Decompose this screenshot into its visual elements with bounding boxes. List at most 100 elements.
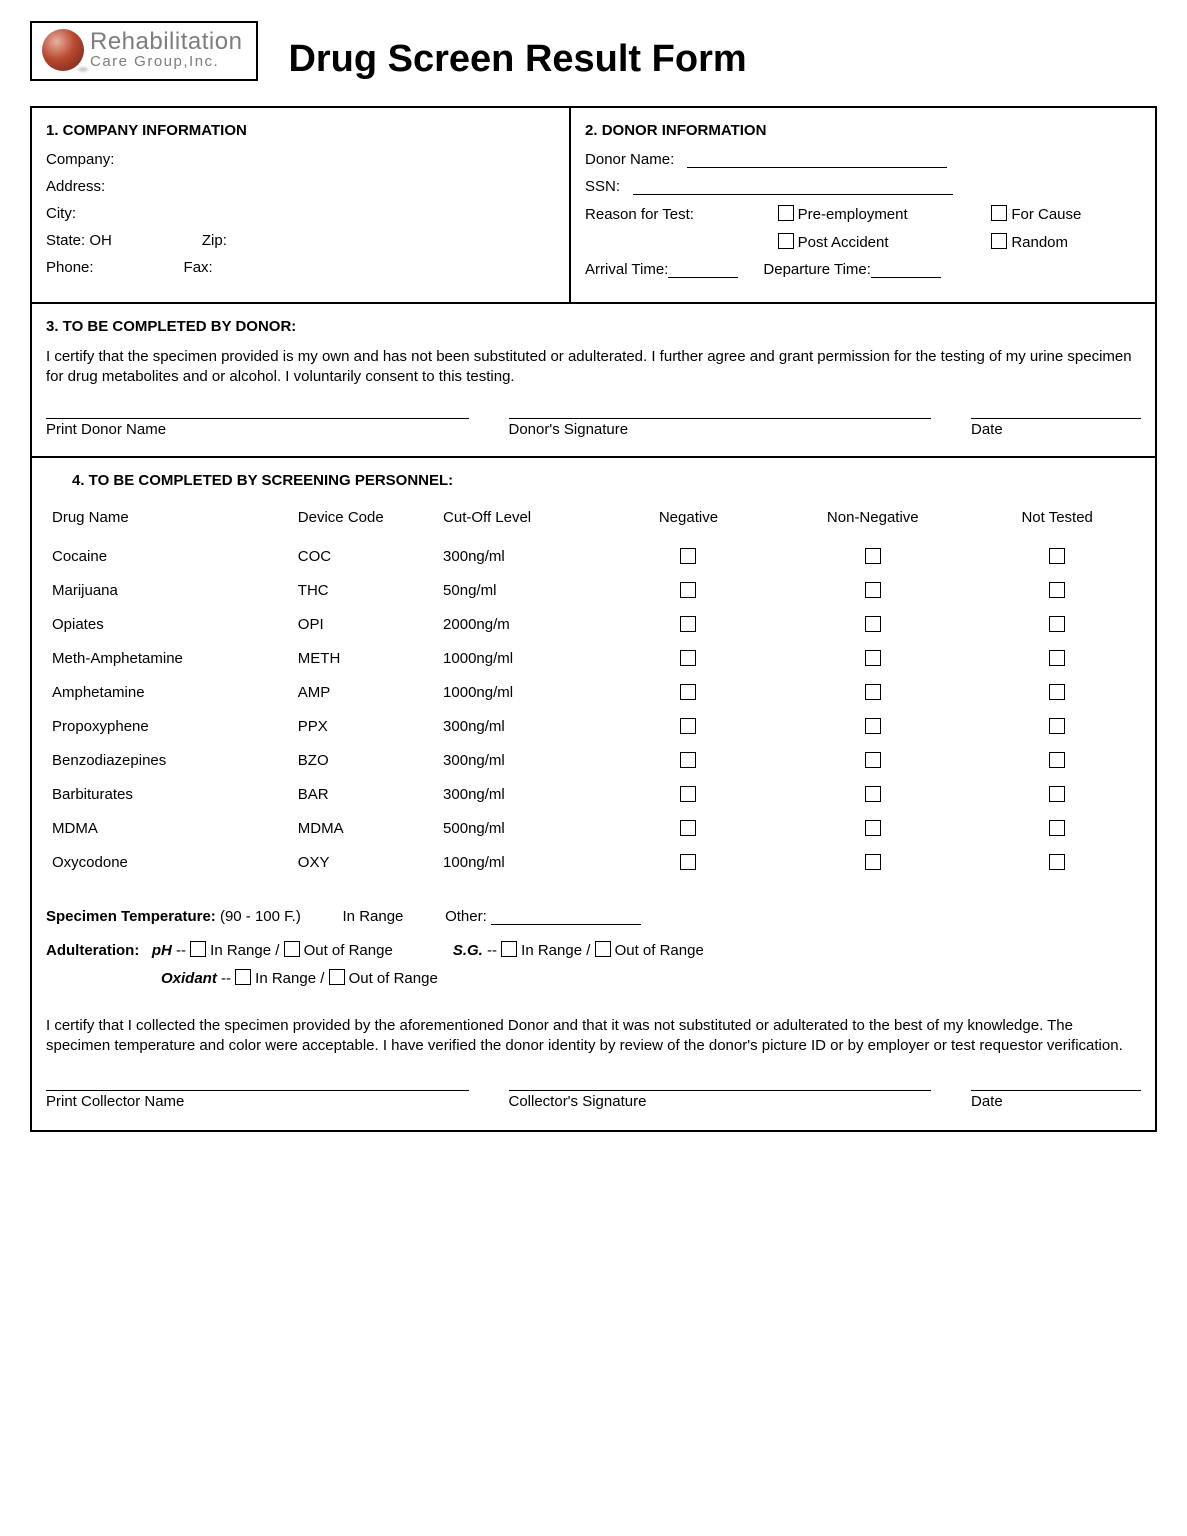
specimen-other-input[interactable] [491,908,641,925]
checkbox-not-tested[interactable] [1049,650,1065,666]
section-donor-completion: 3. TO BE COMPLETED BY DONOR: I certify t… [32,302,1155,456]
section-company: 1. COMPANY INFORMATION Company: Address:… [32,108,571,302]
checkbox-not-tested[interactable] [1049,752,1065,768]
checkbox-non-negative[interactable] [865,650,881,666]
sg-in-range-text: In Range [521,942,582,959]
company-field: Company: [46,151,555,168]
sec1-heading: 1. COMPANY INFORMATION [46,122,555,139]
checkbox-non-negative[interactable] [865,752,881,768]
collector-date[interactable]: Date [971,1090,1141,1110]
print-donor-name[interactable]: Print Donor Name [46,418,469,438]
departure-input[interactable] [871,262,941,279]
donor-date[interactable]: Date [971,418,1141,438]
checkbox-non-negative[interactable] [865,718,881,734]
checkbox-negative[interactable] [680,820,696,836]
checkbox-non-negative[interactable] [865,548,881,564]
checkbox-not-tested[interactable] [1049,718,1065,734]
drug-table: Drug Name Device Code Cut-Off Level Nega… [46,501,1141,880]
checkbox-not-tested[interactable] [1049,616,1065,632]
checkbox-not-tested[interactable] [1049,820,1065,836]
form-outer: 1. COMPANY INFORMATION Company: Address:… [30,106,1157,1132]
oxidant-in-range-text: In Range [255,970,316,987]
phone-field: Phone: [46,259,94,276]
donor-certify-text: I certify that the specimen provided is … [46,347,1141,388]
print-collector-name[interactable]: Print Collector Name [46,1090,469,1110]
checkbox-not-tested[interactable] [1049,582,1065,598]
checkbox-negative[interactable] [680,548,696,564]
specimen-other-label: Other: [445,908,487,925]
checkbox-non-negative[interactable] [865,820,881,836]
checkbox-non-negative[interactable] [865,582,881,598]
checkbox-not-tested[interactable] [1049,854,1065,870]
fax-field: Fax: [184,259,213,276]
device-code: OPI [292,608,437,642]
drug-name: Oxycodone [46,846,292,880]
checkbox-negative[interactable] [680,854,696,870]
cutoff-level: 50ng/ml [437,574,605,608]
sec4-heading: 4. TO BE COMPLETED BY SCREENING PERSONNE… [46,472,1141,489]
checkbox-negative[interactable] [680,718,696,734]
specimen-temp-line: Specimen Temperature: (90 - 100 F.) In R… [46,908,1141,925]
col-drug-name: Drug Name [46,501,292,540]
cutoff-level: 300ng/ml [437,778,605,812]
checkbox-random[interactable] [991,233,1007,249]
device-code: AMP [292,676,437,710]
checkbox-not-tested[interactable] [1049,786,1065,802]
opt-pre: Pre-employment [798,206,908,223]
checkbox-oxidant-out-range[interactable] [329,969,345,985]
donor-name-input[interactable] [687,152,947,169]
checkbox-non-negative[interactable] [865,854,881,870]
checkbox-non-negative[interactable] [865,616,881,632]
donor-signature[interactable]: Donor's Signature [509,418,932,438]
cutoff-level: 1000ng/ml [437,642,605,676]
logo-icon [42,29,84,71]
checkbox-non-negative[interactable] [865,786,881,802]
device-code: THC [292,574,437,608]
drug-row: AmphetamineAMP1000ng/ml [46,676,1141,710]
logo-text: Rehabilitation Care Group,Inc. [90,30,242,69]
collector-signature[interactable]: Collector's Signature [509,1090,932,1110]
drug-name: MDMA [46,812,292,846]
oxidant-out-range-text: Out of Range [349,970,438,987]
checkbox-pre-employment[interactable] [778,205,794,221]
specimen-temp-label: Specimen Temperature: [46,908,216,925]
drug-name: Benzodiazepines [46,744,292,778]
checkbox-ph-in-range[interactable] [190,941,206,957]
checkbox-negative[interactable] [680,752,696,768]
drug-name: Meth-Amphetamine [46,642,292,676]
drug-row: MarijuanaTHC50ng/ml [46,574,1141,608]
checkbox-sg-out-range[interactable] [595,941,611,957]
col-non-negative: Non-Negative [772,501,973,540]
device-code: METH [292,642,437,676]
address-field: Address: [46,178,555,195]
checkbox-sg-in-range[interactable] [501,941,517,957]
opt-random: Random [1011,234,1068,251]
ssn-input[interactable] [633,179,953,196]
checkbox-non-negative[interactable] [865,684,881,700]
device-code: PPX [292,710,437,744]
device-code: MDMA [292,812,437,846]
drug-name: Opiates [46,608,292,642]
checkbox-negative[interactable] [680,582,696,598]
adulteration-block: Adulteration: pH -- In Range / Out of Ra… [46,937,1141,994]
drug-row: OpiatesOPI2000ng/m [46,608,1141,642]
checkbox-negative[interactable] [680,786,696,802]
ssn-label: SSN: [585,178,620,195]
arrival-input[interactable] [668,262,738,279]
device-code: BZO [292,744,437,778]
checkbox-negative[interactable] [680,616,696,632]
checkbox-post-accident[interactable] [778,233,794,249]
drug-name: Marijuana [46,574,292,608]
checkbox-not-tested[interactable] [1049,684,1065,700]
drug-name: Amphetamine [46,676,292,710]
checkbox-negative[interactable] [680,684,696,700]
collector-certify-text: I certify that I collected the specimen … [46,1016,1141,1057]
opt-post: Post Accident [798,234,889,251]
device-code: OXY [292,846,437,880]
checkbox-oxidant-in-range[interactable] [235,969,251,985]
drug-name: Barbiturates [46,778,292,812]
checkbox-not-tested[interactable] [1049,548,1065,564]
checkbox-ph-out-range[interactable] [284,941,300,957]
checkbox-for-cause[interactable] [991,205,1007,221]
checkbox-negative[interactable] [680,650,696,666]
